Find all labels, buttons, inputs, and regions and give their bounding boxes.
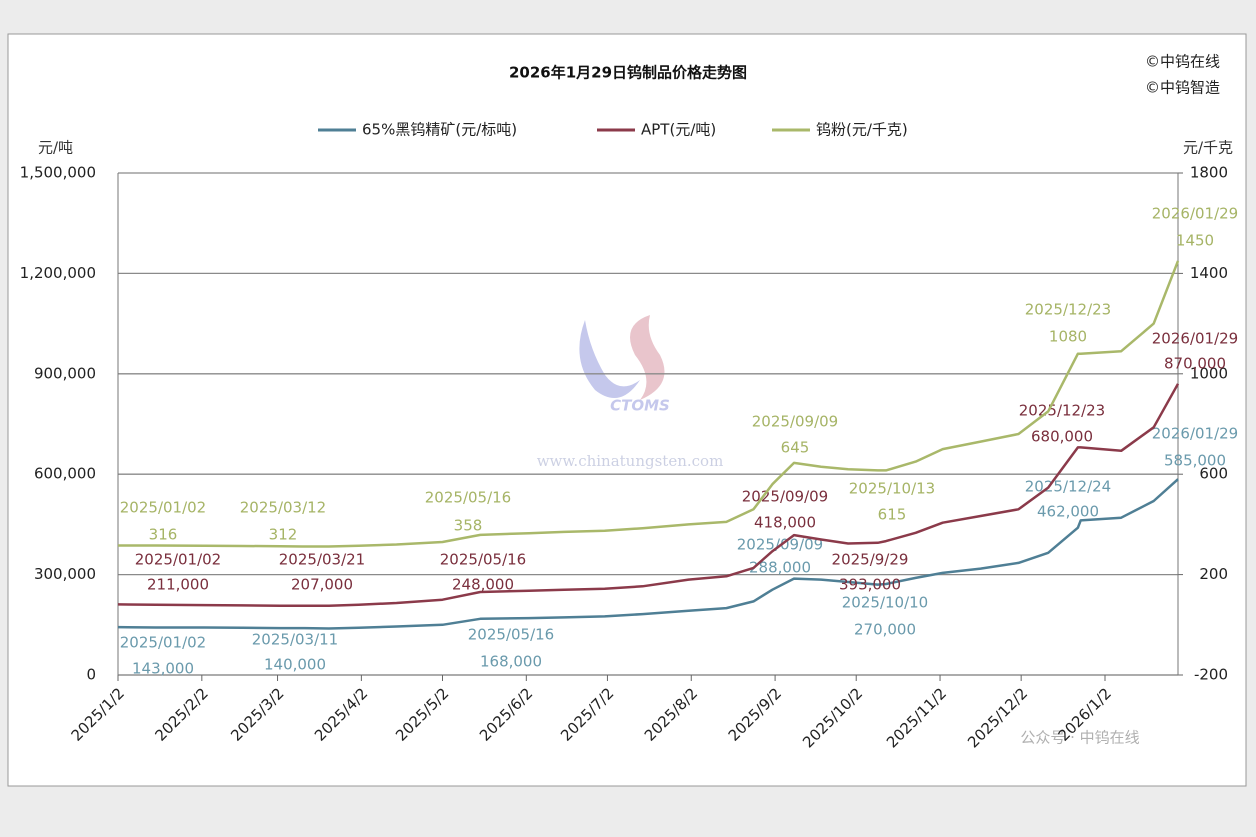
logo-shape — [579, 320, 640, 398]
copyright: ©中钨在线 — [1145, 53, 1220, 71]
annotation-value: 312 — [269, 526, 298, 544]
annotation-value: 615 — [878, 506, 907, 524]
annotation-value: 1450 — [1176, 232, 1214, 250]
annotation-value: 680,000 — [1031, 428, 1093, 446]
y-tick-label: 1,500,000 — [20, 164, 96, 182]
annotation-date: 2025/9/29 — [832, 551, 909, 569]
legend-label: APT(元/吨) — [641, 121, 716, 139]
logo: CTOMS — [579, 315, 670, 415]
annotation-date: 2025/03/21 — [279, 551, 365, 569]
annotation-date: 2025/12/23 — [1019, 402, 1105, 420]
chart-card — [7, 33, 1247, 787]
annotation-date: 2025/09/09 — [752, 413, 838, 431]
watermark: www.chinatungsten.com — [537, 452, 724, 470]
annotation-value: 462,000 — [1037, 503, 1099, 521]
annotation-date: 2025/10/13 — [849, 480, 935, 498]
y2-tick-label: 1800 — [1190, 164, 1228, 182]
y-tick-label: 300,000 — [34, 565, 96, 583]
annotation-date: 2025/01/02 — [120, 499, 206, 517]
footer: 公众号 · 中钨在线 — [1020, 729, 1139, 747]
y-tick-label: 0 — [86, 666, 96, 684]
logo-text: CTOMS — [610, 397, 670, 415]
annotation-date: 2026/01/29 — [1152, 330, 1238, 348]
annotation-value: 418,000 — [754, 514, 816, 532]
annotation-date: 2025/05/16 — [425, 489, 511, 507]
annotation-date: 2025/09/09 — [742, 488, 828, 506]
annotation-value: 585,000 — [1164, 452, 1226, 470]
annotation-value: 140,000 — [264, 656, 326, 674]
legend-label: 65%黑钨精矿(元/标吨) — [362, 121, 517, 139]
y2-tick-label: 200 — [1199, 565, 1228, 583]
y2-tick-label: 1000 — [1190, 364, 1228, 382]
y2-axis-label: 元/千克 — [1183, 139, 1233, 157]
series-line — [117, 383, 1180, 607]
logo-shape — [630, 315, 665, 400]
annotation-date: 2026/01/29 — [1152, 205, 1238, 223]
annotation-date: 2025/05/16 — [468, 626, 554, 644]
annotation-value: 211,000 — [147, 576, 209, 594]
y-tick-label: 1,200,000 — [20, 264, 96, 282]
copyright: ©中钨智造 — [1145, 79, 1220, 97]
y-tick-label: 600,000 — [34, 465, 96, 483]
annotation-value: 207,000 — [291, 576, 353, 594]
chart-title: 2026年1月29日钨制品价格走势图 — [509, 64, 747, 82]
annotation-value: 316 — [149, 526, 178, 544]
annotation-value: 143,000 — [132, 660, 194, 678]
annotation-date: 2025/01/02 — [120, 634, 206, 652]
annotation-date: 2025/10/10 — [842, 594, 928, 612]
annotation-date: 2025/03/11 — [252, 631, 338, 649]
annotation-date: 2025/05/16 — [440, 551, 526, 569]
annotation-value: 248,000 — [452, 576, 514, 594]
annotation-date: 2025/01/02 — [135, 551, 221, 569]
annotation-date: 2025/03/12 — [240, 499, 326, 517]
annotation-value: 870,000 — [1164, 355, 1226, 373]
annotation-value: 393,000 — [839, 576, 901, 594]
annotation-value: 1080 — [1049, 328, 1087, 346]
annotation-value: 270,000 — [854, 621, 916, 639]
annotation-value: 645 — [781, 439, 810, 457]
annotation-value: 288,000 — [749, 559, 811, 577]
annotation-date: 2026/01/29 — [1152, 425, 1238, 443]
series-line — [118, 260, 1180, 548]
legend-label: 钨粉(元/千克) — [816, 121, 908, 139]
y-tick-label: 900,000 — [34, 364, 96, 382]
y2-tick-label: -200 — [1194, 666, 1228, 684]
annotation-value: 168,000 — [480, 653, 542, 671]
y-axis-label: 元/吨 — [38, 139, 73, 157]
series-line — [117, 478, 1179, 630]
annotation-value: 358 — [454, 517, 483, 535]
y2-tick-label: 600 — [1199, 465, 1228, 483]
annotation-date: 2025/12/24 — [1025, 478, 1111, 496]
y2-tick-label: 1400 — [1190, 264, 1228, 282]
annotation-date: 2025/12/23 — [1025, 301, 1111, 319]
